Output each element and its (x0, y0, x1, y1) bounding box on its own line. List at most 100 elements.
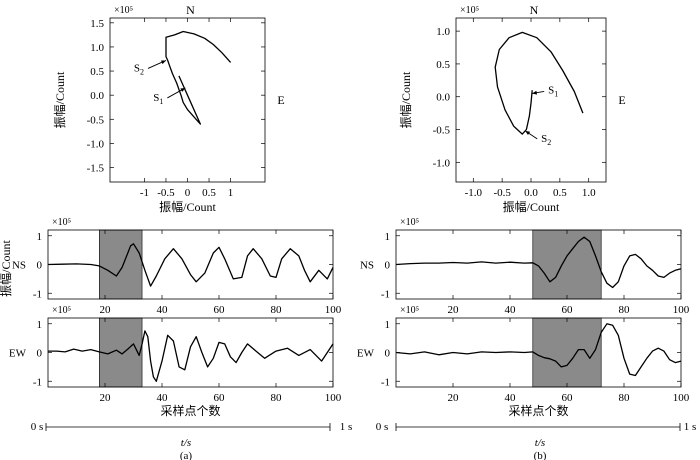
annotation-subscript: 2 (547, 138, 551, 147)
waveform-trace (47, 243, 334, 287)
waveform-plot-b-ew: 20 40 60 80 100 1 0 -1 EW ×10⁵ 采样点个数 (357, 305, 690, 418)
x-tick-label: 0.5 (553, 187, 567, 199)
y-tick-label: 1 (37, 319, 43, 331)
waveform-trace (395, 236, 682, 289)
time-start-label: 0 s (376, 421, 389, 433)
time-start-label: 0 s (31, 421, 44, 433)
x-tick-label: 1 (228, 187, 234, 199)
x-tick-label: 40 (157, 304, 169, 316)
x-tick-label: 100 (673, 304, 690, 316)
east-label: E (618, 93, 625, 107)
annotation-label: S1 (153, 92, 163, 106)
east-label: E (277, 93, 284, 107)
x-tick-label: 0.0 (524, 187, 538, 199)
x-tick-label: 100 (325, 392, 342, 404)
x-tick-label: 60 (214, 304, 226, 316)
x-tick-label: 100 (325, 304, 342, 316)
north-label: N (530, 3, 539, 17)
x-tick-label: -1.0 (465, 187, 483, 199)
y-tick-label: -0.5 (87, 114, 105, 126)
y-tick-label: -0.5 (433, 125, 451, 137)
x-tick-label: 100 (673, 392, 690, 404)
waveform-y-axis-label: 振幅/Count (0, 240, 13, 297)
x-tick-label: 60 (214, 392, 226, 404)
particle-trace (494, 31, 584, 135)
annotation-label: S2 (134, 62, 144, 76)
annotation-arrowhead (160, 60, 166, 65)
particle-motion-plot-a: -1 -0.5 0 0.5 1 1.5 1.0 0.5 0.0 -0.5 -1.0 -1.5 ×10⁵ N… (52, 3, 285, 214)
x-axis-label: 振幅/Count (503, 199, 560, 214)
x-axis-label: 采样点个数 (508, 403, 568, 418)
y-tick-label: -1 (381, 376, 390, 388)
x-tick-label: 0.5 (202, 187, 216, 199)
y-tick-label: -1.0 (433, 157, 451, 169)
y-tick-label: -1 (33, 288, 42, 300)
y-tick-label: 1.0 (436, 26, 450, 38)
annotation-subscript: 1 (554, 89, 558, 98)
annotation-arrowhead (532, 90, 538, 95)
exponent-label: ×10⁵ (400, 305, 419, 316)
annotation-arrowhead (525, 130, 531, 136)
y-tick-label: 1.5 (90, 18, 104, 30)
annotation-arrowhead (180, 87, 186, 92)
shaded-window (532, 317, 602, 388)
component-label: NS (12, 260, 26, 272)
y-tick-label: 0 (37, 260, 43, 272)
plot-frame (47, 317, 334, 388)
x-tick-label: 20 (100, 392, 112, 404)
waveform-plot-a-ns: 20 40 60 80 100 1 0 -1 NS ×10⁵ (12, 217, 342, 316)
time-axis-label: t/s (181, 437, 191, 449)
x-tick-label: 20 (448, 304, 460, 316)
exponent-label: ×10⁵ (114, 5, 133, 16)
waveform-plot-a-ew: 20 40 60 80 100 1 0 -1 EW ×10⁵ 采样点个数 (9, 305, 342, 418)
x-tick-label: -0.5 (157, 187, 175, 199)
time-end-label: 1 s (340, 421, 353, 433)
y-tick-label: -1.5 (87, 163, 105, 175)
charts-layer: -1 -0.5 0 0.5 1 1.5 1.0 0.5 0.0 -0.5 -1.0 -1.5 ×10⁵ N… (0, 3, 690, 418)
particle-trace (165, 30, 232, 125)
x-tick-label: 20 (100, 304, 112, 316)
y-tick-label: 0.0 (436, 92, 450, 104)
component-label: EW (357, 348, 375, 360)
panel-label-a: (a) (180, 450, 193, 460)
annotation-label: S1 (548, 84, 558, 98)
y-tick-label: 0.5 (90, 66, 104, 78)
y-tick-label: 0 (385, 260, 391, 272)
time-end-label: 1 s (684, 421, 697, 433)
y-axis-label: 振幅/Count (398, 71, 413, 128)
x-axis-label: 采样点个数 (160, 403, 220, 418)
y-tick-label: 0.0 (90, 90, 104, 102)
plot-frame (109, 17, 266, 183)
shaded-window (99, 229, 143, 300)
y-tick-label: 1.0 (90, 42, 104, 54)
x-tick-label: 0 (185, 187, 191, 199)
annotation-subscript: 2 (140, 67, 144, 76)
time-bracket-b: 0 s 1 s t/s (b) (376, 421, 697, 460)
waveform-plot-b-ns: 20 40 60 80 100 1 0 -1 NS ×10⁵ (360, 217, 690, 316)
time-axis-label: t/s (535, 437, 545, 449)
y-tick-label: 1 (385, 231, 391, 243)
annotation-label: S2 (541, 133, 551, 147)
x-tick-label: 80 (271, 392, 283, 404)
annotation-subscript: 1 (159, 97, 163, 106)
panel-label-b: (b) (534, 450, 547, 460)
y-axis-label: 振幅/Count (52, 71, 67, 128)
x-tick-label: -1 (140, 187, 149, 199)
time-bracket-a: 0 s 1 s t/s (a) (31, 421, 353, 460)
component-label: EW (9, 348, 27, 360)
y-tick-label: -1 (381, 288, 390, 300)
y-tick-label: -1 (33, 376, 42, 388)
x-tick-label: 80 (619, 304, 631, 316)
shaded-window (532, 229, 602, 300)
x-tick-label: 20 (448, 392, 460, 404)
x-tick-label: -0.5 (493, 187, 511, 199)
x-tick-label: 40 (505, 304, 517, 316)
y-tick-label: -1.0 (87, 138, 105, 150)
y-tick-label: 1 (385, 319, 391, 331)
y-tick-label: 0 (37, 348, 43, 360)
x-tick-label: 60 (562, 392, 574, 404)
x-tick-label: 40 (157, 392, 169, 404)
exponent-label: ×10⁵ (400, 217, 419, 228)
x-tick-label: 80 (619, 392, 631, 404)
